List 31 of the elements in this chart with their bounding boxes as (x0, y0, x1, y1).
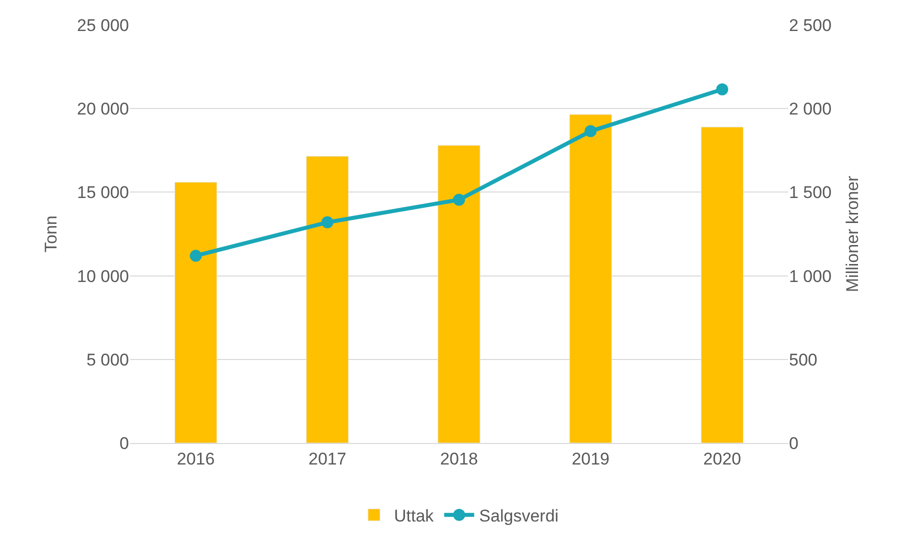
y2-axis-title: Millioner kroner (842, 176, 862, 292)
bar (174, 182, 218, 443)
point (321, 216, 334, 228)
y2-tick-label: 1 500 (789, 183, 832, 202)
bar (306, 156, 349, 443)
point (190, 250, 202, 262)
y2-tick-label: 2 500 (789, 16, 832, 35)
bar (700, 126, 744, 443)
y-axis-title: Tonn (42, 216, 61, 252)
x-tick-label: 2019 (572, 449, 610, 468)
x-tick-label: 2017 (308, 449, 346, 468)
y-tick-label: 5 000 (86, 350, 129, 370)
x-tick-label: 2016 (176, 449, 215, 468)
y-tick-label: 15 000 (77, 183, 129, 202)
point (716, 83, 728, 96)
bar (569, 114, 612, 443)
legend-label: Uttak (394, 506, 434, 526)
x-tick-label: 2020 (703, 449, 742, 468)
y-tick-label: 25 000 (77, 16, 129, 35)
y2-tick-label: 0 (789, 434, 798, 453)
y2-tick-label: 1 000 (789, 266, 832, 286)
point (453, 194, 465, 206)
y-tick-label: 0 (120, 434, 129, 453)
x-tick-label: 2018 (440, 449, 478, 468)
y-tick-label: 20 000 (77, 100, 129, 119)
y-tick-label: 10 000 (77, 266, 129, 286)
legend-label: Salgsverdi (479, 506, 559, 526)
bar (438, 145, 480, 443)
y2-tick-label: 2 000 (789, 100, 832, 119)
point (584, 125, 597, 138)
y2-tick-label: 500 (789, 350, 818, 370)
